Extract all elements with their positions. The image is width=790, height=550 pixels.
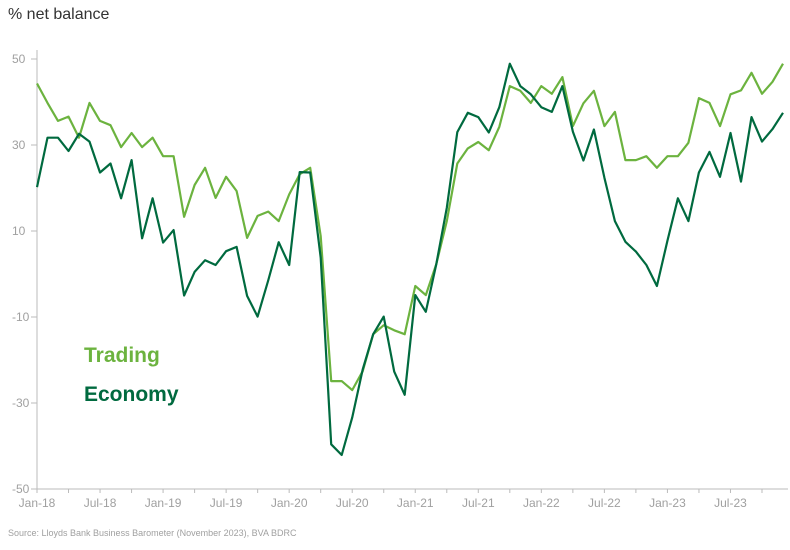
y-tick-label: -50	[12, 482, 30, 496]
x-tick-label: Jul-23	[714, 496, 747, 510]
x-tick-label: Jul-18	[84, 496, 117, 510]
y-axis-title: % net balance	[8, 6, 110, 23]
source-note: Source: Lloyds Bank Business Barometer (…	[8, 528, 297, 538]
x-tick-label: Jan-20	[271, 496, 308, 510]
y-tick-label: -30	[12, 396, 30, 410]
x-tick-label: Jan-22	[523, 496, 560, 510]
x-tick-label: Jul-21	[462, 496, 495, 510]
legend-economy: Economy	[84, 383, 179, 406]
x-tick-label: Jul-19	[210, 496, 243, 510]
x-tick-label: Jan-21	[397, 496, 434, 510]
y-tick-label: 50	[12, 52, 26, 66]
x-tick-label: Jan-18	[19, 496, 56, 510]
x-tick-label: Jan-19	[145, 496, 182, 510]
x-tick-label: Jul-22	[588, 496, 621, 510]
y-tick-label: 30	[12, 138, 26, 152]
y-tick-label: 10	[12, 224, 26, 238]
series-line-economy	[35, 62, 784, 457]
y-tick-label: -10	[12, 310, 30, 324]
series-line-trading	[36, 63, 784, 392]
x-tick-label: Jul-20	[336, 496, 369, 510]
x-tick-label: Jan-23	[649, 496, 686, 510]
legend-trading: Trading	[84, 344, 160, 367]
